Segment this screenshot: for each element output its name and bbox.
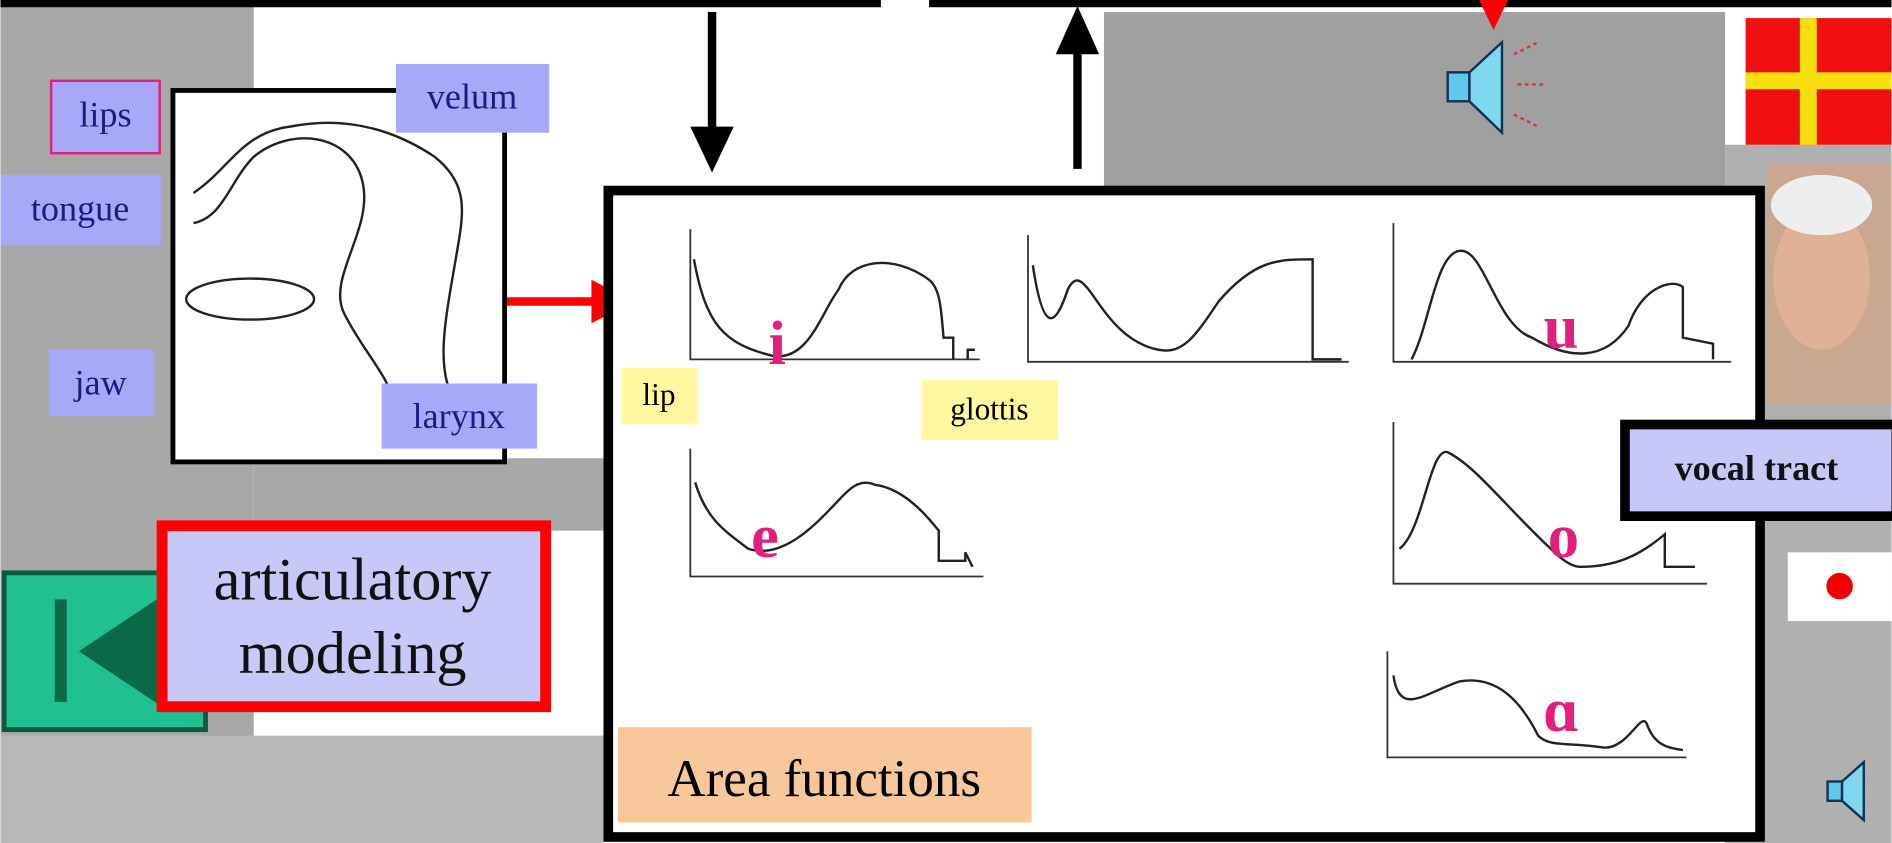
label: vocal tract <box>1675 448 1839 488</box>
label: velum <box>427 77 517 117</box>
vowel-label: i <box>768 308 785 378</box>
graph-o <box>1392 422 1707 585</box>
slide-title: articulatory <box>214 546 492 613</box>
vowel-label: o <box>1548 501 1579 571</box>
flag-cross <box>1745 72 1892 90</box>
speaker-icon[interactable] <box>1826 759 1865 823</box>
label-box <box>381 383 538 449</box>
graph-e <box>689 448 984 578</box>
vowel-label: u <box>1544 291 1579 361</box>
label: lips <box>79 95 131 135</box>
photo-face <box>1773 205 1870 350</box>
label: tongue <box>31 189 129 229</box>
vowel-label: ɑ <box>1543 675 1579 745</box>
jaw-ellipse <box>185 277 316 321</box>
label-box <box>1620 419 1892 521</box>
graph-i <box>689 229 980 361</box>
label: glottis <box>950 392 1028 427</box>
back-icon <box>54 599 67 702</box>
title-box <box>617 727 1032 823</box>
area-functions-title: Area functions <box>667 750 981 808</box>
graph-u <box>1392 223 1732 363</box>
gray-texture-bottom <box>0 735 604 843</box>
slide-title: modeling <box>239 620 467 687</box>
top-bar <box>0 0 881 8</box>
back-icon <box>78 590 170 712</box>
flag-dot <box>1826 572 1853 600</box>
label-box <box>49 79 161 155</box>
speaker-icon[interactable] <box>1446 0 1547 136</box>
graph-a <box>1386 651 1687 759</box>
vowel-label: e <box>751 501 779 571</box>
tract-outline <box>192 121 464 399</box>
label-box <box>0 174 161 245</box>
arrow-head <box>1055 6 1100 55</box>
photo-hair <box>1770 174 1873 236</box>
gray-texture-mid <box>253 458 604 531</box>
label: jaw <box>72 362 126 402</box>
label-box <box>921 379 1059 441</box>
gray-texture <box>1103 12 1726 193</box>
label-box <box>48 349 154 417</box>
label-box <box>621 367 698 425</box>
arrow-head <box>690 126 734 173</box>
graph-i-2 <box>1027 235 1349 363</box>
label-box <box>396 63 550 133</box>
label: larynx <box>413 396 505 436</box>
tract-outline <box>193 137 394 399</box>
label: lip <box>642 377 675 412</box>
title-box <box>156 520 552 713</box>
top-bar <box>929 0 1892 8</box>
